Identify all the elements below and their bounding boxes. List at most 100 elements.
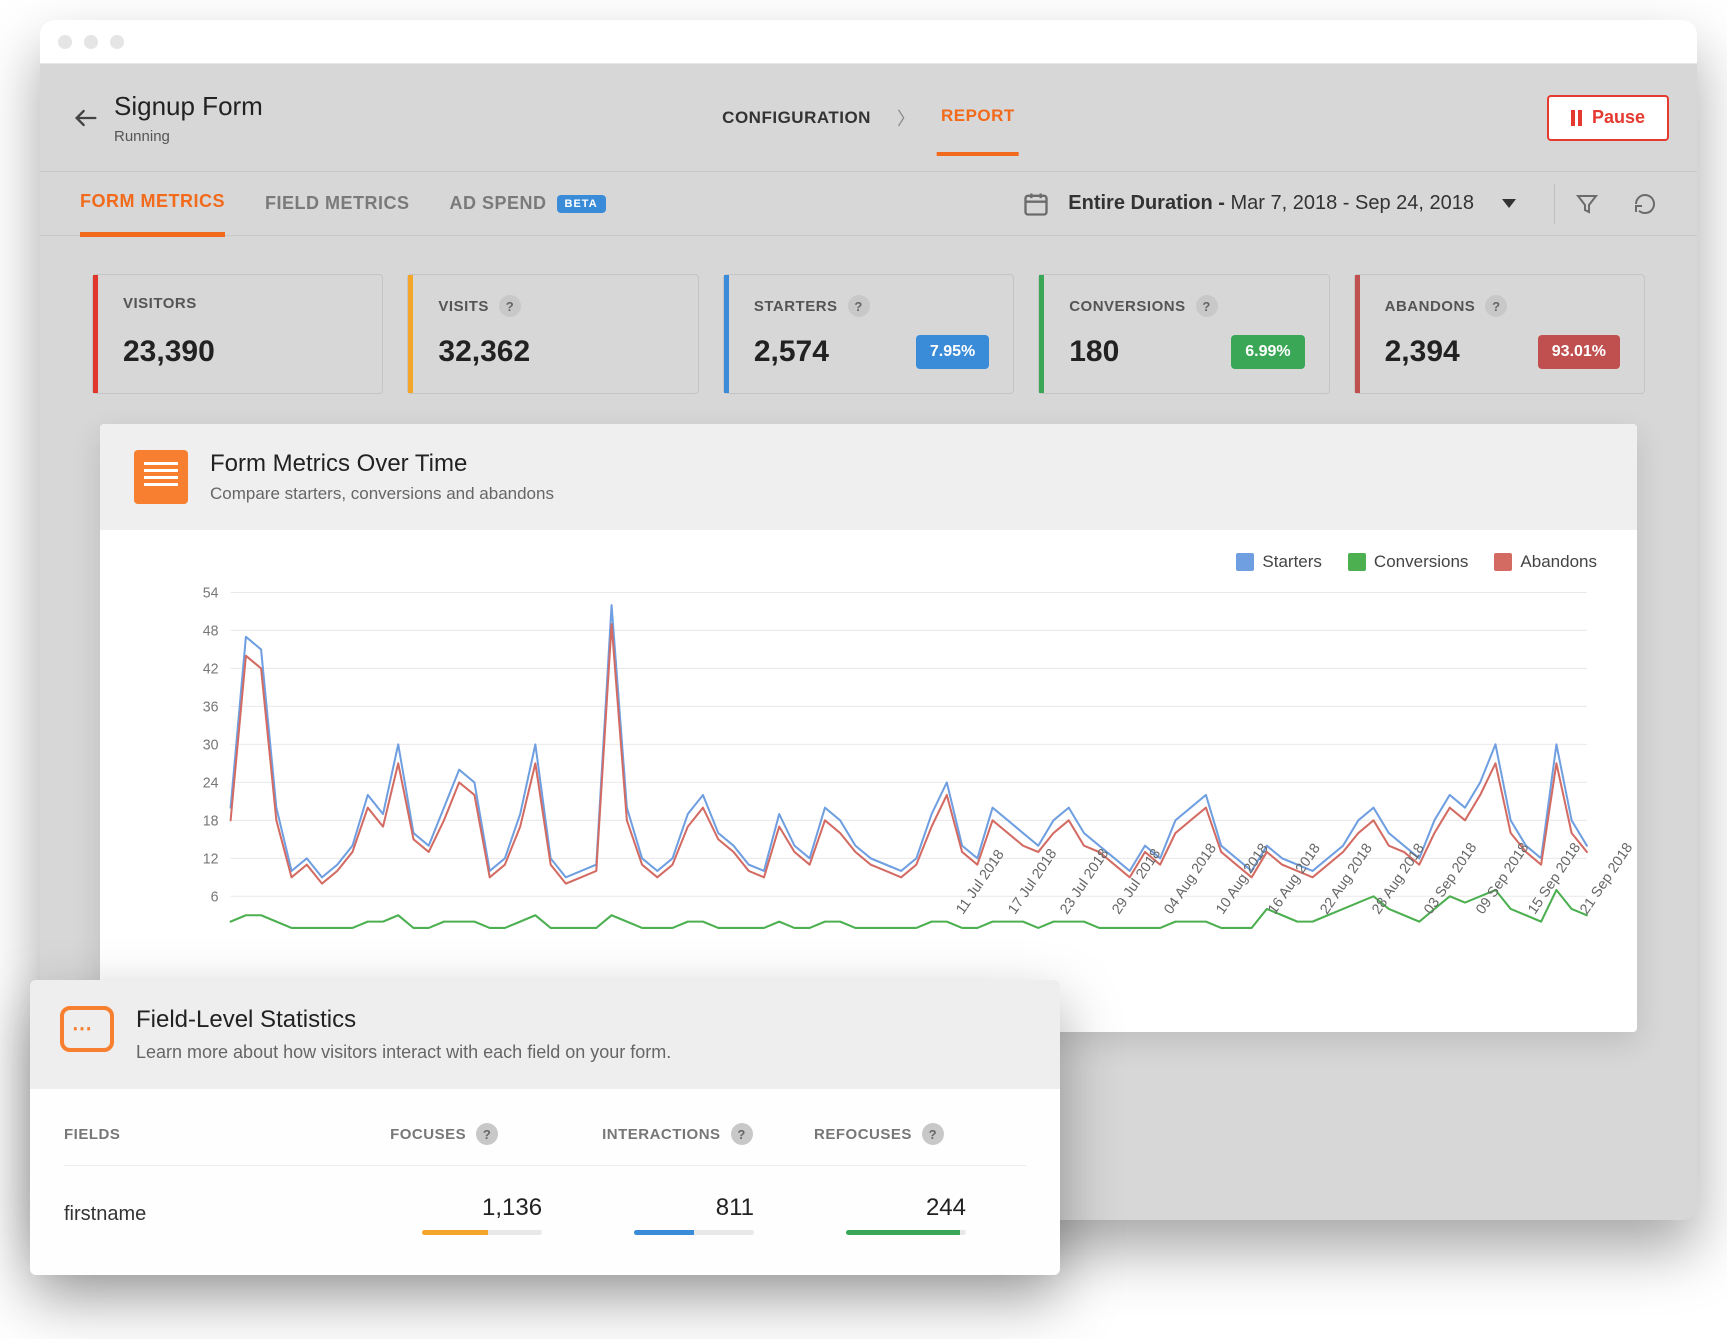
back-arrow-icon[interactable] bbox=[68, 100, 104, 136]
svg-text:23 Jul 2018: 23 Jul 2018 bbox=[1057, 846, 1112, 917]
svg-text:42: 42 bbox=[203, 661, 219, 677]
svg-text:24: 24 bbox=[203, 775, 219, 791]
col-refocuses-label: REFOCUSES bbox=[814, 1126, 912, 1143]
chevron-right-icon: 〉 bbox=[897, 105, 915, 131]
field-stats-table-head: FIELDS FOCUSES? INTERACTIONS? REFOCUSES? bbox=[64, 1103, 1026, 1166]
interactions-value: 811 bbox=[716, 1194, 754, 1222]
legend-item[interactable]: Conversions bbox=[1348, 552, 1469, 572]
metric-value: 23,390 bbox=[123, 335, 215, 369]
help-icon[interactable]: ? bbox=[1485, 295, 1507, 317]
svg-text:17 Jul 2018: 17 Jul 2018 bbox=[1005, 846, 1060, 917]
date-range[interactable]: Entire Duration - Mar 7, 2018 - Sep 24, … bbox=[1068, 192, 1474, 215]
window-titlebar bbox=[40, 20, 1697, 64]
chart-subtitle: Compare starters, conversions and abando… bbox=[210, 484, 554, 504]
svg-text:36: 36 bbox=[203, 699, 219, 715]
svg-text:30: 30 bbox=[203, 737, 219, 753]
help-icon[interactable]: ? bbox=[499, 295, 521, 317]
interactions-cell: 811 bbox=[602, 1194, 814, 1235]
pause-button-label: Pause bbox=[1592, 107, 1645, 128]
field-stats-header: Field-Level Statistics Learn more about … bbox=[30, 980, 1060, 1089]
focuses-cell: 1,136 bbox=[390, 1194, 602, 1235]
chevron-down-icon[interactable] bbox=[1502, 199, 1516, 208]
chart-panel-header: Form Metrics Over Time Compare starters,… bbox=[100, 424, 1637, 530]
svg-text:12: 12 bbox=[203, 851, 219, 867]
date-range-value: Mar 7, 2018 - Sep 24, 2018 bbox=[1231, 192, 1475, 214]
legend-swatch bbox=[1348, 553, 1366, 571]
col-interactions-label: INTERACTIONS bbox=[602, 1126, 721, 1143]
tab-ad-spend[interactable]: AD SPEND BETA bbox=[450, 173, 606, 234]
chart-panel: Form Metrics Over Time Compare starters,… bbox=[100, 424, 1637, 1032]
refocuses-cell: 244 bbox=[814, 1194, 1026, 1235]
legend-item[interactable]: Starters bbox=[1236, 552, 1322, 572]
metric-label: VISITS? bbox=[438, 295, 673, 317]
metric-card-starters[interactable]: STARTERS? 2,574 7.95% bbox=[723, 274, 1014, 394]
legend-label: Abandons bbox=[1520, 552, 1597, 572]
svg-text:18: 18 bbox=[203, 813, 219, 829]
tab-field-metrics[interactable]: FIELD METRICS bbox=[265, 173, 410, 234]
help-icon[interactable]: ? bbox=[922, 1123, 944, 1145]
help-icon[interactable]: ? bbox=[1196, 295, 1218, 317]
metric-label: STARTERS? bbox=[754, 295, 989, 317]
metric-badge: 7.95% bbox=[916, 335, 989, 369]
metric-label: CONVERSIONS? bbox=[1069, 295, 1304, 317]
chart-panel-icon bbox=[134, 450, 188, 504]
field-stats-card: Field-Level Statistics Learn more about … bbox=[30, 980, 1060, 1275]
beta-badge: BETA bbox=[557, 195, 606, 213]
refresh-icon[interactable] bbox=[1633, 192, 1657, 216]
pause-button[interactable]: Pause bbox=[1547, 95, 1669, 141]
svg-text:48: 48 bbox=[203, 623, 219, 639]
chart-title: Form Metrics Over Time bbox=[210, 450, 554, 478]
metric-badge: 93.01% bbox=[1538, 335, 1620, 369]
header-tabs: CONFIGURATION 〉 REPORT bbox=[718, 80, 1019, 156]
metric-card-visits[interactable]: VISITS? 32,362 bbox=[407, 274, 698, 394]
field-stats-table: FIELDS FOCUSES? INTERACTIONS? REFOCUSES?… bbox=[30, 1089, 1060, 1275]
toolbar: FORM METRICS FIELD METRICS AD SPEND BETA… bbox=[40, 172, 1697, 236]
date-range-prefix: Entire Duration - bbox=[1068, 192, 1230, 214]
filter-icon[interactable] bbox=[1575, 192, 1599, 216]
col-refocuses: REFOCUSES? bbox=[814, 1123, 1026, 1145]
svg-text:22 Aug 2018: 22 Aug 2018 bbox=[1317, 841, 1375, 918]
legend-swatch bbox=[1236, 553, 1254, 571]
chart-area: 6121824303642485411 Jul 201817 Jul 20182… bbox=[100, 572, 1637, 1032]
help-icon[interactable]: ? bbox=[476, 1123, 498, 1145]
calendar-icon[interactable] bbox=[1022, 190, 1050, 218]
svg-text:03 Sep 2018: 03 Sep 2018 bbox=[1421, 840, 1480, 917]
help-icon[interactable]: ? bbox=[848, 295, 870, 317]
metric-card-abandons[interactable]: ABANDONS? 2,394 93.01% bbox=[1354, 274, 1645, 394]
tab-configuration[interactable]: CONFIGURATION bbox=[718, 82, 875, 154]
svg-text:54: 54 bbox=[203, 586, 219, 602]
col-focuses: FOCUSES? bbox=[390, 1123, 602, 1145]
chart-legend: Starters Conversions Abandons bbox=[100, 530, 1637, 572]
svg-text:29 Jul 2018: 29 Jul 2018 bbox=[1109, 846, 1164, 917]
metric-label: VISITORS bbox=[123, 295, 358, 312]
focuses-value: 1,136 bbox=[482, 1194, 542, 1222]
legend-label: Conversions bbox=[1374, 552, 1469, 572]
legend-swatch bbox=[1494, 553, 1512, 571]
metric-badge: 6.99% bbox=[1231, 335, 1304, 369]
page-title-block: Signup Form Running bbox=[114, 91, 263, 145]
field-stats-row: firstname 1,136 811 244 bbox=[64, 1166, 1026, 1241]
traffic-light-dot bbox=[110, 35, 124, 49]
metric-label: ABANDONS? bbox=[1385, 295, 1620, 317]
svg-text:09 Sep 2018: 09 Sep 2018 bbox=[1473, 840, 1532, 917]
svg-text:28 Aug 2018: 28 Aug 2018 bbox=[1369, 841, 1427, 918]
metric-value: 2,394 bbox=[1385, 335, 1460, 369]
help-icon[interactable]: ? bbox=[731, 1123, 753, 1145]
page-header: Signup Form Running CONFIGURATION 〉 REPO… bbox=[40, 64, 1697, 172]
page-title: Signup Form bbox=[114, 91, 263, 122]
pause-icon bbox=[1571, 110, 1582, 126]
metric-value: 2,574 bbox=[754, 335, 829, 369]
field-stats-title: Field-Level Statistics bbox=[136, 1006, 671, 1034]
field-stats-subtitle: Learn more about how visitors interact w… bbox=[136, 1042, 671, 1063]
tab-form-metrics[interactable]: FORM METRICS bbox=[80, 171, 225, 237]
metric-card-conversions[interactable]: CONVERSIONS? 180 6.99% bbox=[1038, 274, 1329, 394]
svg-text:04 Aug 2018: 04 Aug 2018 bbox=[1161, 841, 1219, 918]
legend-item[interactable]: Abandons bbox=[1494, 552, 1597, 572]
page-status: Running bbox=[114, 128, 263, 145]
col-fields: FIELDS bbox=[64, 1126, 390, 1143]
tab-report[interactable]: REPORT bbox=[937, 80, 1019, 156]
col-focuses-label: FOCUSES bbox=[390, 1126, 466, 1143]
metric-card-visitors[interactable]: VISITORS 23,390 bbox=[92, 274, 383, 394]
refocuses-value: 244 bbox=[926, 1194, 966, 1222]
legend-label: Starters bbox=[1262, 552, 1322, 572]
